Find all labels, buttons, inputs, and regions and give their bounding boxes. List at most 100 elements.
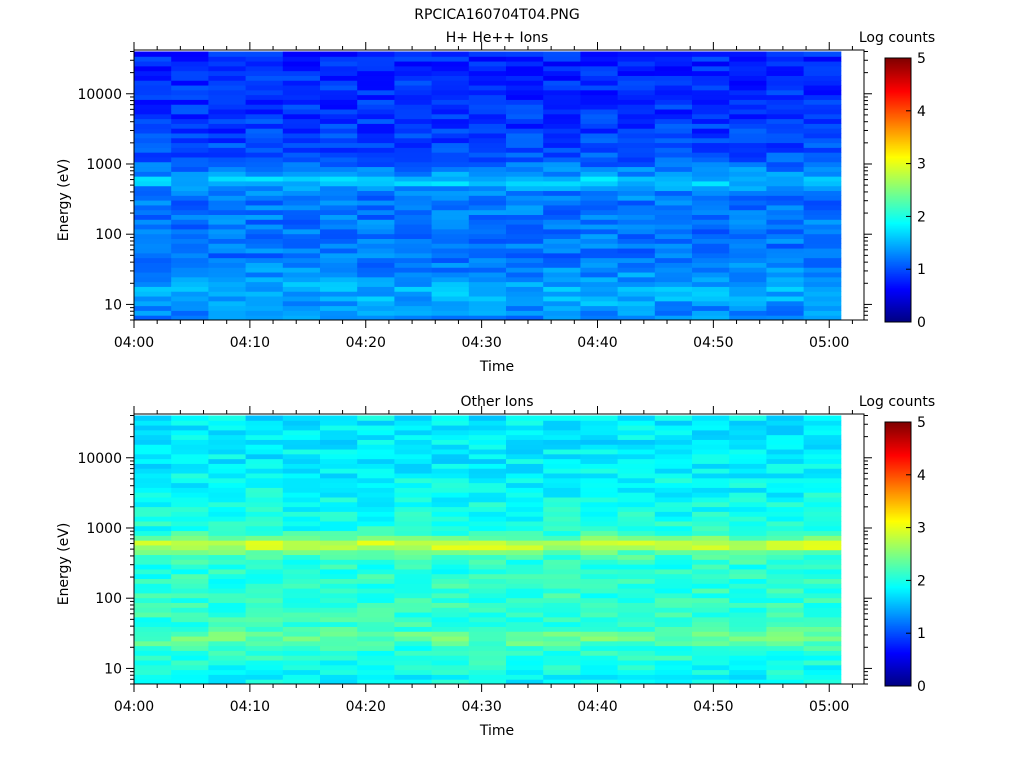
colorbar-segment [885, 630, 911, 633]
heatmap-cell [431, 530, 470, 536]
heatmap-cell [431, 497, 470, 503]
heatmap-cell [394, 185, 433, 192]
heatmap-cell [617, 434, 656, 440]
heatmap-cell [580, 315, 619, 321]
heatmap-cell [580, 434, 619, 440]
colorbar-segment [885, 480, 911, 483]
heatmap-cell [543, 190, 581, 196]
heatmap-cell [171, 429, 209, 436]
heatmap-cell [766, 214, 805, 220]
heatmap-cell [357, 520, 395, 527]
heatmap-cell [803, 473, 842, 479]
heatmap-cell [654, 104, 693, 110]
heatmap-cell [617, 228, 656, 235]
heatmap-cell [245, 51, 284, 57]
heatmap-cell [134, 420, 172, 426]
heatmap-cell [171, 573, 209, 580]
colorbar-segment [885, 98, 911, 101]
heatmap-cell [766, 286, 805, 292]
heatmap-cell [468, 636, 507, 642]
heatmap-cell [245, 65, 284, 72]
heatmap-cell [543, 530, 581, 536]
heatmap-cell [543, 118, 581, 124]
colorbar-segment [885, 464, 911, 467]
heatmap-cell [766, 492, 805, 498]
heatmap-cell [394, 583, 433, 589]
heatmap-cell [134, 248, 172, 254]
heatmap-cell [208, 425, 247, 431]
heatmap-cell [171, 262, 209, 268]
heatmap-cell [134, 530, 172, 536]
heatmap-cell [803, 214, 842, 220]
heatmap-cell [766, 94, 805, 100]
heatmap-cell [357, 477, 395, 484]
heatmap-cell [394, 137, 433, 144]
heatmap-cell [282, 238, 321, 244]
colorbar-segment [885, 270, 911, 273]
heatmap-cell [245, 224, 284, 230]
colorbar-segment [885, 442, 911, 445]
heatmap-cell [803, 118, 842, 124]
heatmap-cell [617, 300, 656, 307]
heatmap-cell [171, 171, 209, 177]
heatmap-cell [543, 636, 581, 642]
heatmap-cell [766, 444, 805, 450]
heatmap-cell [245, 310, 284, 316]
heatmap-cell [468, 439, 507, 445]
heatmap-cell [394, 501, 433, 508]
heatmap-cell [617, 94, 656, 100]
heatmap-cell [208, 573, 247, 580]
colorbar-segment [885, 658, 911, 661]
colorbar-segment [885, 680, 911, 683]
heatmap-cell [431, 554, 470, 560]
heatmap-cell [134, 85, 172, 91]
heatmap-cell [766, 190, 805, 196]
heatmap-cell [766, 156, 805, 163]
heatmap-cell [803, 161, 842, 168]
heatmap-cell [803, 80, 842, 86]
heatmap-cell [394, 51, 433, 57]
heatmap-cell [543, 257, 581, 263]
heatmap-cell [692, 501, 730, 508]
heatmap-cell [506, 425, 544, 431]
heatmap-cell [171, 233, 209, 239]
heatmap-cell [692, 434, 730, 440]
colorbar-segment [885, 684, 911, 687]
heatmap-cell [394, 516, 433, 522]
heatmap-cell [320, 535, 358, 541]
heatmap-cell [729, 554, 767, 560]
heatmap-cell [506, 468, 544, 474]
heatmap-cell [208, 568, 247, 575]
heatmap-cell [692, 588, 730, 594]
heatmap-cell [171, 415, 209, 421]
heatmap-cell [171, 94, 209, 100]
heatmap-cell [282, 94, 321, 100]
colorbar-segment [885, 92, 911, 95]
colorbar-segment [885, 678, 911, 681]
heatmap-cell [208, 497, 247, 503]
heatmap-cell [580, 453, 619, 460]
heatmap-cell [543, 415, 581, 421]
heatmap-cell [431, 473, 470, 479]
heatmap-cell [692, 511, 730, 517]
heatmap-cell [580, 113, 619, 120]
heatmap-cell [803, 204, 842, 211]
colorbar-segment [885, 436, 911, 439]
heatmap-cell [245, 147, 284, 153]
heatmap-cell [134, 626, 172, 632]
heatmap-cell [468, 300, 507, 307]
heatmap-cell [208, 51, 247, 57]
colorbar-segment [885, 256, 911, 259]
heatmap-cell [580, 429, 619, 436]
heatmap-cell [580, 669, 619, 675]
heatmap-cell [134, 540, 172, 546]
colorbar-segment [885, 446, 911, 449]
heatmap-cell [543, 305, 581, 311]
colorbar-segment [885, 510, 911, 513]
heatmap-cell [431, 128, 470, 134]
heatmap-cell [431, 204, 470, 211]
heatmap-cell [803, 664, 842, 671]
heatmap-cell [729, 501, 767, 508]
heatmap-cell [543, 660, 581, 666]
heatmap-cell [357, 243, 395, 249]
